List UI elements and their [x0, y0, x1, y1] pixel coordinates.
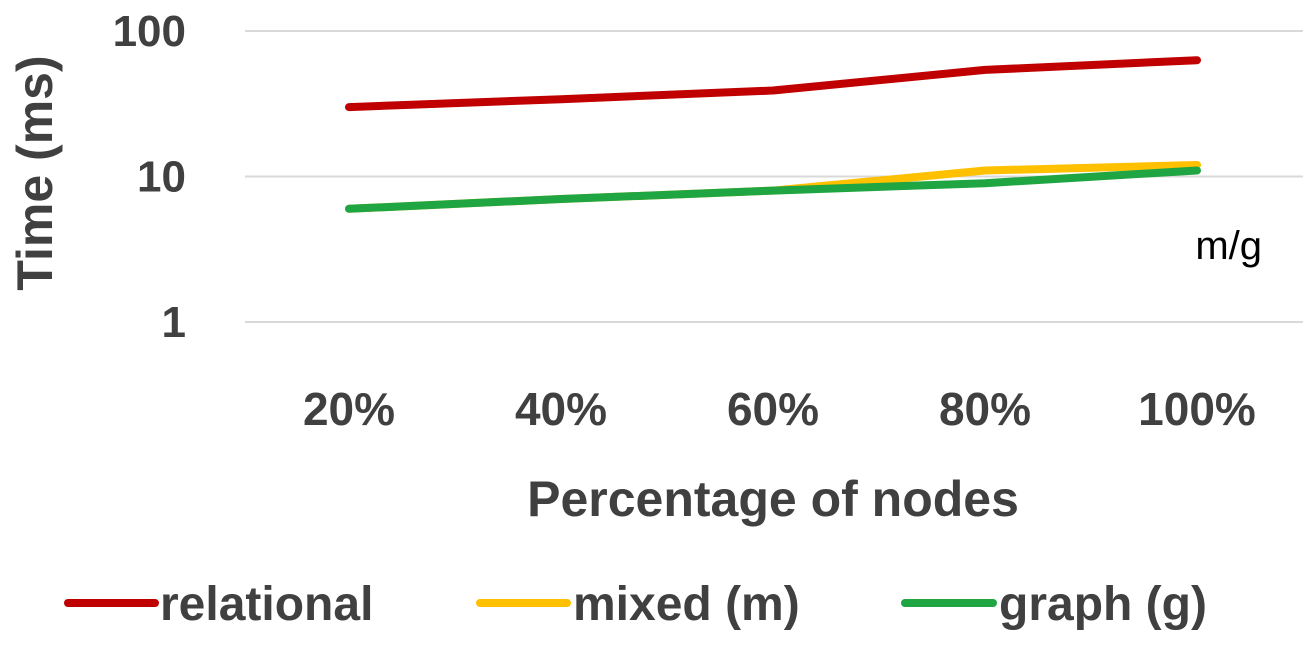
- legend-label: mixed (m): [573, 578, 800, 631]
- x-tick-label: 40%: [515, 383, 607, 435]
- x-tick-label: 80%: [939, 383, 1031, 435]
- y-tick-labels: 1 10 100: [113, 7, 186, 347]
- legend: relational mixed (m) graph (g): [64, 578, 1207, 631]
- series-line: [345, 56, 1201, 112]
- x-axis-title: Percentage of nodes: [527, 471, 1019, 527]
- x-tick-labels: 20% 40% 60% 80% 100%: [303, 383, 1256, 435]
- y-tick-label: 1: [162, 298, 186, 347]
- x-tick-label: 20%: [303, 383, 395, 435]
- y-tick-label: 100: [113, 7, 186, 56]
- annotation-label: m/g: [1195, 224, 1262, 268]
- series-line: [345, 166, 1201, 213]
- series-lines: [345, 56, 1201, 213]
- x-tick-label: 100%: [1138, 383, 1256, 435]
- y-axis-title: Time (ms): [7, 55, 63, 290]
- x-tick-label: 60%: [727, 383, 819, 435]
- y-tick-label: 10: [137, 153, 186, 202]
- legend-label: graph (g): [999, 578, 1207, 631]
- legend-label: relational: [160, 578, 373, 631]
